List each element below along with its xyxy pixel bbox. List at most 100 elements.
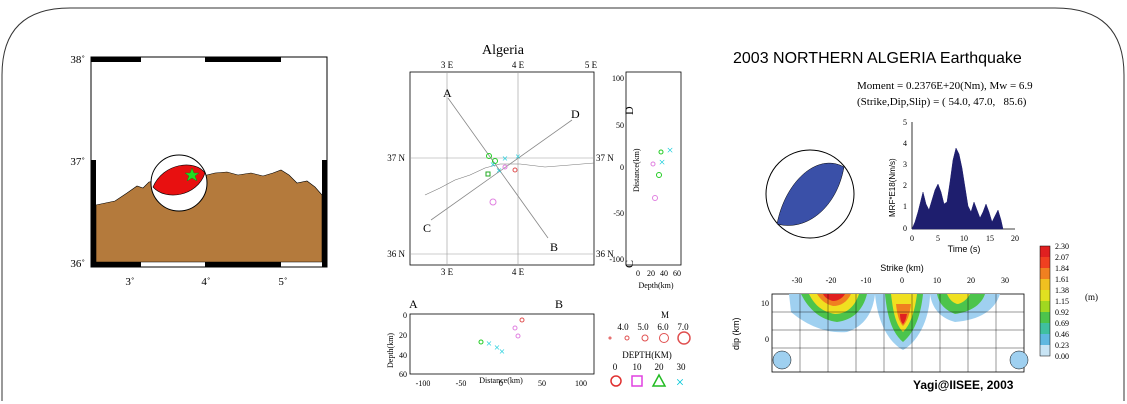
- slip-colorbar: 2.30 2.07 1.84 1.61 1.38 1.15 0.92 0.69 …: [1039, 242, 1098, 361]
- stf-ytick-1: 1: [903, 202, 907, 211]
- ab-ytick-40: 40: [399, 351, 407, 360]
- svg-text:×: ×: [667, 143, 674, 157]
- cd-ytick-m100: -100: [609, 255, 624, 264]
- slip-top-xtick-1: -20: [826, 276, 837, 285]
- cbar-unit: (m): [1085, 292, 1098, 302]
- cd-bottom-label: C: [622, 260, 636, 268]
- slip-top-xtick-5: 20: [967, 276, 975, 285]
- stf-ytick-0: 0: [903, 224, 907, 233]
- legend-m-title: M: [661, 310, 669, 320]
- stf-xlabel: Time (s): [948, 244, 981, 254]
- ab-event-markers: × × ×: [478, 317, 525, 358]
- legend-mag-6: 6.0: [657, 322, 669, 332]
- cbar-tick-4: 1.38: [1055, 286, 1069, 295]
- lon-label-4: 4˚: [201, 276, 210, 288]
- svg-text:×: ×: [490, 159, 496, 171]
- svg-text:×: ×: [515, 152, 521, 163]
- cd-event-markers: × ×: [650, 143, 674, 201]
- svg-text:×: ×: [502, 153, 508, 165]
- legend-depth-10: 10: [633, 362, 643, 372]
- mechanism-beachball: [765, 149, 855, 239]
- ab-xtick-m50: -50: [456, 379, 467, 388]
- top-lon-4e: 4 E: [512, 60, 525, 70]
- section-label-a: A: [443, 86, 452, 100]
- slip-top-xtick-6: 30: [1001, 276, 1009, 285]
- stf-xtick-15: 15: [986, 234, 994, 243]
- seismicity-legend: M 4.0 5.0 6.0 7.0 DEPTH(KM) 0 10 20 30 ×: [608, 310, 691, 391]
- cd-xtick-20: 20: [647, 269, 655, 278]
- regional-map: 38˚ 37˚ 36˚ 3˚ 4˚ 5˚: [55, 54, 355, 295]
- stf-xtick-0: 0: [910, 234, 914, 243]
- focal-mechanism-beachball: [150, 154, 208, 212]
- right-lat-37n: 37 N: [596, 153, 614, 163]
- lat-36n: 36 N: [387, 249, 405, 259]
- legend-mag-5: 5.0: [637, 322, 649, 332]
- legend-depth-0: 0: [613, 362, 618, 372]
- ab-xlabel: Distance(km): [479, 376, 523, 385]
- event-markers: × × × ×: [485, 152, 521, 206]
- ab-xtick-50: 50: [538, 379, 546, 388]
- slip-top-label: Strike (km): [880, 263, 924, 273]
- slip-distribution-map: Strike (km) -30 -20 -10 0 10 20 30: [731, 242, 1098, 373]
- legend-mag-4: 4.0: [617, 322, 629, 332]
- cbar-tick-10: 0.00: [1055, 352, 1069, 361]
- source-model-panel: 2003 NORTHERN ALGERIA Earthquake Moment …: [725, 42, 1120, 400]
- source-time-function: 5 4 3 2 1 0 0 5 10 15 20 Time (s) MRF*E1…: [888, 118, 1019, 254]
- cd-ytick-50: 50: [616, 121, 624, 130]
- ab-xtick-100: 100: [575, 379, 587, 388]
- section-label-d: D: [571, 107, 580, 121]
- ab-xtick-0: 0: [499, 379, 503, 388]
- svg-text:×: ×: [499, 346, 505, 358]
- stf-ytick-5: 5: [903, 118, 907, 127]
- lat-label-37: 37˚: [70, 156, 85, 168]
- cbar-tick-1: 2.07: [1055, 253, 1069, 262]
- svg-text:×: ×: [486, 338, 492, 350]
- mechanism-line: (Strike,Dip,Slip) = ( 54.0, 47.0, 85.6): [857, 96, 1027, 108]
- stf-ytick-2: 2: [903, 181, 907, 190]
- slip-top-xtick-4: 10: [933, 276, 941, 285]
- stf-ytick-3: 3: [903, 160, 907, 169]
- top-lon-3e: 3 E: [441, 60, 454, 70]
- source-svg: 5 4 3 2 1 0 0 5 10 15 20 Time (s) MRF*E1…: [731, 118, 1098, 373]
- top-lon-5e: 5 E: [585, 60, 598, 70]
- legend-depth-30: 30: [677, 362, 687, 372]
- slip-ylabel: dip (km): [731, 317, 741, 350]
- bottom-lon-3e: 3 E: [441, 267, 454, 277]
- svg-text:×: ×: [676, 375, 684, 391]
- lon-label-3: 3˚: [125, 276, 134, 288]
- slip-top-xtick-3: 0: [900, 276, 904, 285]
- stf-xtick-20: 20: [1011, 234, 1019, 243]
- section-label-b: B: [550, 240, 558, 254]
- legend-depth-title: DEPTH(KM): [622, 350, 672, 360]
- svg-text:×: ×: [496, 165, 502, 177]
- stf-ytick-4: 4: [903, 139, 907, 148]
- stf-xtick-10: 10: [960, 234, 968, 243]
- ab-ytick-0: 0: [403, 311, 407, 320]
- cd-xtick-40: 40: [660, 269, 668, 278]
- lon-label-5: 5˚: [278, 276, 287, 288]
- cd-title: D: [622, 106, 636, 115]
- cbar-tick-5: 1.15: [1055, 297, 1069, 306]
- legend-mag-7: 7.0: [677, 322, 689, 332]
- cd-ylabel: Distance(km): [632, 148, 641, 192]
- ab-xtick-m100: -100: [416, 379, 431, 388]
- slip-top-xtick-2: -10: [861, 276, 872, 285]
- legend-depth-20: 20: [655, 362, 665, 372]
- cd-ytick-m50: -50: [613, 209, 624, 218]
- ab-ytick-20: 20: [399, 331, 407, 340]
- cd-xtick-60: 60: [673, 269, 681, 278]
- lat-label-36: 36˚: [70, 258, 85, 270]
- cbar-tick-3: 1.61: [1055, 275, 1069, 284]
- svg-text:×: ×: [494, 342, 500, 354]
- ab-right-label: B: [555, 297, 563, 311]
- map-frame-bars: [91, 57, 327, 267]
- cbar-tick-0: 2.30: [1055, 242, 1069, 251]
- cd-ytick-0: 0: [620, 163, 624, 172]
- seismicity-panel: Algeria 3 E 4 E 5 E A B C D × × × ×: [385, 40, 705, 400]
- slip-ytick-10: 10: [761, 299, 769, 308]
- map-svg: 38˚ 37˚ 36˚ 3˚ 4˚ 5˚: [70, 54, 328, 288]
- cd-xlabel: Depth(km): [638, 281, 673, 290]
- lat-37n: 37 N: [387, 153, 405, 163]
- cbar-tick-9: 0.23: [1055, 341, 1069, 350]
